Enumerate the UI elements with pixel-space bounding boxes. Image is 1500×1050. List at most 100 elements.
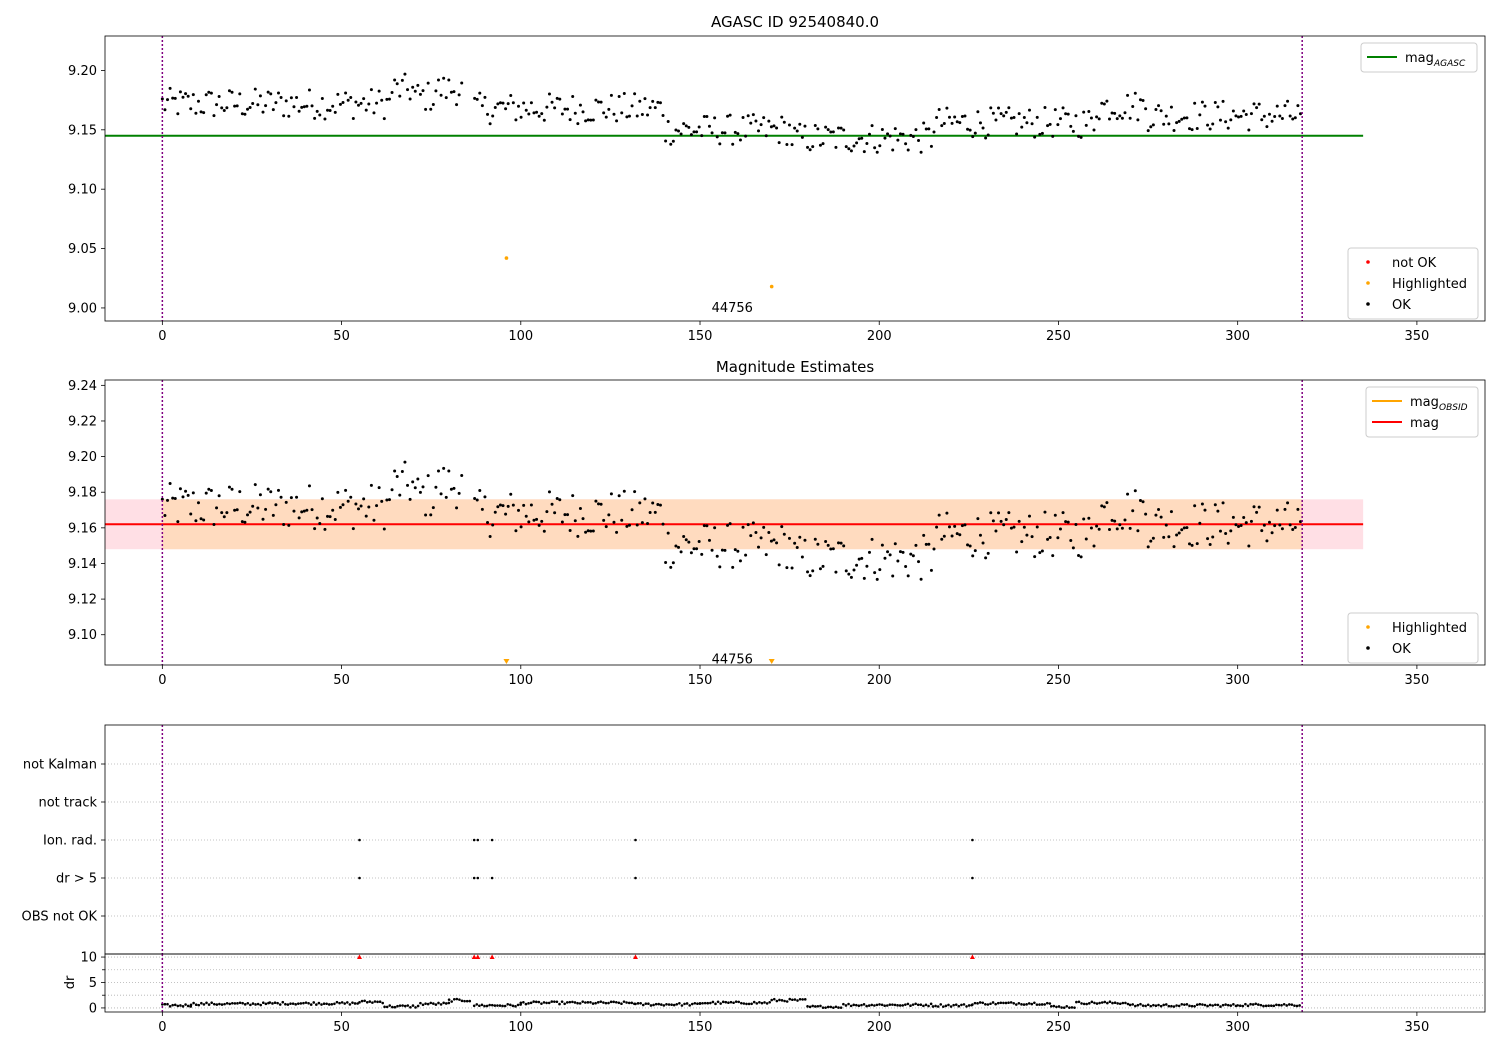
dr-point <box>419 1001 422 1005</box>
ok-point <box>741 525 745 529</box>
ok-point <box>720 131 724 135</box>
ok-point <box>826 543 830 547</box>
dr-point <box>742 1002 746 1005</box>
ok-point <box>862 150 866 154</box>
ok-point <box>860 556 864 560</box>
ok-point <box>976 517 980 521</box>
ok-point <box>816 127 820 131</box>
ok-point <box>1074 523 1078 527</box>
dr-point <box>1052 1004 1056 1008</box>
dr-point <box>867 1004 871 1007</box>
dr-point <box>672 1003 676 1007</box>
ok-point <box>940 537 944 541</box>
ok-point <box>1262 523 1266 527</box>
ok-point <box>1048 122 1052 126</box>
ok-point <box>411 85 415 89</box>
dr-point <box>1111 1001 1114 1005</box>
ok-point <box>289 496 293 500</box>
dr-point <box>665 1003 668 1006</box>
dr-point <box>1180 1002 1184 1006</box>
ok-point <box>514 529 518 533</box>
dr-point <box>709 1001 712 1005</box>
x-tick-label: 250 <box>1046 329 1071 344</box>
y-axis-label: dr <box>63 975 78 989</box>
ok-point <box>1105 501 1109 505</box>
ok-point <box>826 128 830 132</box>
axes-frame <box>104 35 1486 322</box>
ok-point <box>960 114 964 118</box>
ok-point <box>287 114 291 118</box>
dr-point <box>952 1003 955 1007</box>
ok-point <box>1278 523 1282 527</box>
ok-point <box>189 107 193 111</box>
ok-point <box>395 82 399 86</box>
legend-box <box>1347 247 1479 320</box>
dr-clipped-marker <box>475 954 481 960</box>
ok-point <box>986 133 990 137</box>
dr-point <box>711 1000 715 1004</box>
flag-point <box>476 876 480 880</box>
y-tick-label: 9.05 <box>68 242 97 257</box>
dr-point <box>783 999 786 1003</box>
ok-point <box>436 469 440 473</box>
ok-point <box>238 490 242 494</box>
dr-point <box>811 1004 815 1008</box>
ok-point <box>1180 117 1184 121</box>
ok-point <box>635 523 639 527</box>
dr-point <box>1048 1002 1052 1005</box>
dr-point <box>503 1004 507 1008</box>
ok-point <box>720 548 724 552</box>
ok-point <box>447 469 451 473</box>
dr-point <box>978 1001 982 1004</box>
ok-point <box>1226 541 1230 545</box>
dr-point <box>875 1003 879 1007</box>
ok-point <box>656 503 660 507</box>
ok-point <box>230 90 234 94</box>
ok-point <box>852 144 856 148</box>
ok-point <box>413 486 417 490</box>
ok-point <box>767 119 771 123</box>
ok-point <box>604 115 608 119</box>
ok-point <box>230 487 234 491</box>
ok-point <box>831 130 835 134</box>
ok-point <box>702 524 706 528</box>
ok-point <box>204 491 208 495</box>
dr-point <box>716 1000 720 1004</box>
ok-point <box>532 518 536 522</box>
dr-point <box>967 1004 971 1007</box>
ok-point <box>834 145 838 149</box>
dr-point <box>765 1002 769 1005</box>
ok-point <box>1208 543 1212 547</box>
ok-point <box>529 503 533 507</box>
dr-point <box>612 1000 616 1004</box>
ok-point <box>1182 116 1186 120</box>
dr-point <box>788 997 792 1001</box>
ok-point <box>1095 524 1099 528</box>
ok-point <box>354 502 358 506</box>
dr-point <box>385 1005 389 1009</box>
dr-point <box>939 1003 943 1006</box>
dr-point <box>259 1003 263 1007</box>
ok-point <box>1211 122 1215 126</box>
ok-point <box>431 506 435 510</box>
dr-point <box>383 1005 386 1009</box>
ok-point <box>1077 134 1081 138</box>
ok-point <box>1229 118 1233 122</box>
legend-box <box>1360 42 1478 73</box>
dr-point <box>233 1002 237 1005</box>
ok-point <box>679 132 683 136</box>
dr-point <box>1251 1003 1255 1006</box>
dr-point <box>602 1001 605 1004</box>
ok-point <box>857 137 861 141</box>
ok-point <box>648 510 652 514</box>
dr-point <box>215 1003 219 1006</box>
ok-point <box>656 100 660 104</box>
ok-point <box>1105 99 1109 103</box>
ok-point <box>625 115 629 119</box>
dr-point <box>353 1002 357 1005</box>
ok-point <box>635 114 639 118</box>
ok-point <box>1177 119 1181 123</box>
dr-point <box>1216 1003 1220 1007</box>
ok-point <box>1252 505 1256 509</box>
ok-point <box>857 557 861 561</box>
